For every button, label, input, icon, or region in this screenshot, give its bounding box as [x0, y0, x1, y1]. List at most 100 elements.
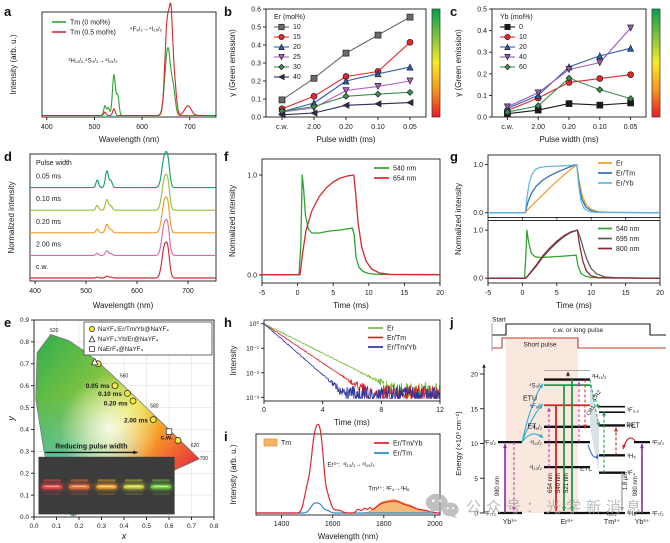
svg-text:Pulse width (ms): Pulse width (ms) — [316, 135, 375, 144]
svg-text:0.5: 0.5 — [477, 7, 487, 14]
svg-text:0.05 ms: 0.05 ms — [36, 174, 61, 181]
panel-i-label: i — [224, 429, 228, 444]
svg-text:521 nm: 521 nm — [564, 473, 570, 493]
svg-text:Er: Er — [616, 161, 624, 168]
svg-text:0.7: 0.7 — [187, 523, 196, 530]
svg-text:0.2: 0.2 — [477, 71, 487, 78]
svg-text:Er/Tm: Er/Tm — [616, 171, 635, 178]
svg-text:520: 520 — [50, 328, 59, 334]
svg-text:25: 25 — [293, 54, 301, 61]
panel-h-chart: 10⁰ 10⁻¹ 10⁻² 10⁻³0 4 8 12 Time (ms) Intensity Er… — [229, 319, 444, 427]
svg-text:4: 4 — [321, 407, 325, 414]
svg-text:600: 600 — [136, 124, 148, 131]
svg-text:0.05 ms: 0.05 ms — [86, 383, 110, 390]
svg-text:0.6: 0.6 — [251, 7, 261, 14]
panel-d-label: d — [4, 149, 12, 164]
svg-text:NaYF₄:Er/Tm/Yb@NaYF₄: NaYF₄:Er/Tm/Yb@NaYF₄ — [98, 326, 169, 333]
panel-e-chart: 520540560580620700Reducing pulse width0.… — [6, 317, 219, 541]
panel-a: a 400 500 600 700 Wavelength (nm) Intensity (… — [4, 2, 222, 145]
svg-text:Yb³⁺: Yb³⁺ — [635, 519, 650, 526]
svg-text:Tm³⁺: ³F₄→³H₆: Tm³⁺: ³F₄→³H₆ — [368, 486, 410, 493]
svg-text:0.1: 0.1 — [477, 93, 487, 100]
svg-text:654 nm: 654 nm — [393, 176, 417, 183]
panel-e-label: e — [4, 315, 12, 330]
svg-text:Wavelength (nm): Wavelength (nm) — [318, 532, 379, 541]
svg-text:Yb³⁺: Yb³⁺ — [503, 519, 518, 526]
svg-text:15: 15 — [401, 290, 409, 297]
svg-text:²H₁₁/₂: ²H₁₁/₂ — [592, 375, 607, 381]
panel-g-chart: 0.0 1.0 Er Er/Tm Er/Yb 0.0 1.0 -5 0 5 10 15 20 540 nm… — [454, 154, 664, 310]
svg-text:Er³⁺: ⁴I₁₃/₂→⁴I₁₅/₂: Er³⁺: ⁴I₁₃/₂→⁴I₁₅/₂ — [327, 461, 375, 468]
svg-text:5: 5 — [555, 290, 559, 297]
svg-text:10: 10 — [365, 290, 373, 297]
svg-text:0.3: 0.3 — [251, 61, 261, 68]
svg-text:654 nm: 654 nm — [548, 473, 554, 493]
svg-text:c.w.: c.w. — [161, 435, 173, 442]
svg-text:10: 10 — [519, 34, 527, 41]
svg-text:γ (Green emission): γ (Green emission) — [454, 29, 463, 97]
svg-text:c.w.: c.w. — [276, 124, 288, 131]
svg-text:Tm (0.5 mol%): Tm (0.5 mol%) — [70, 30, 116, 37]
svg-text:c.w. or long pulse: c.w. or long pulse — [553, 327, 604, 334]
svg-text:0.3: 0.3 — [97, 523, 106, 530]
svg-text:0.0: 0.0 — [247, 273, 257, 280]
svg-text:10: 10 — [293, 24, 301, 31]
panel-i-chart: 1400 1600 1800 2000 Wavelength (nm) Intensity… — [229, 423, 443, 541]
svg-text:⁴F₉/₂→⁴I₁₅/₂: ⁴F₉/₂→⁴I₁₅/₂ — [130, 26, 163, 33]
svg-text:5: 5 — [474, 476, 478, 483]
svg-text:⁴I₁₁/₂: ⁴I₁₁/₂ — [530, 440, 543, 447]
svg-text:Energy (×10³ cm⁻¹): Energy (×10³ cm⁻¹) — [454, 411, 463, 476]
svg-text:980 nm: 980 nm — [633, 476, 639, 496]
svg-text:0.2: 0.2 — [251, 79, 261, 86]
svg-text:20: 20 — [656, 290, 664, 297]
svg-text:0.4: 0.4 — [119, 523, 128, 530]
svg-text:0.5: 0.5 — [20, 405, 29, 412]
svg-text:³F₄: ³F₄ — [627, 471, 636, 477]
svg-text:0.05: 0.05 — [624, 124, 638, 131]
svg-text:²H₁₁/₂,⁴S₃/₂→⁴I₁₅/₂: ²H₁₁/₂,⁴S₃/₂→⁴I₁₅/₂ — [68, 57, 118, 64]
svg-text:40: 40 — [519, 54, 527, 61]
svg-text:2.00: 2.00 — [307, 124, 321, 131]
svg-text:5: 5 — [331, 290, 335, 297]
panel-h-label: h — [224, 315, 232, 330]
panel-a-label: a — [4, 4, 12, 19]
svg-text:540 nm: 540 nm — [556, 473, 562, 493]
svg-text:0.6: 0.6 — [164, 523, 173, 530]
svg-text:Intensity (arb. u.): Intensity (arb. u.) — [9, 34, 18, 94]
svg-text:1600: 1600 — [325, 521, 341, 528]
svg-text:Er/Tm: Er/Tm — [393, 451, 412, 458]
panel-h: h 10⁰ 10⁻¹ 10⁻² 10⁻³ 0 4 8 12 Time (ms) Intensity… — [224, 315, 448, 427]
svg-text:0.4: 0.4 — [20, 427, 29, 434]
svg-text:Normalized intensity: Normalized intensity — [454, 183, 463, 255]
svg-text:700: 700 — [200, 456, 209, 462]
svg-text:60: 60 — [519, 64, 527, 71]
panel-j: j c.w. or long pulse Short pulse Start 0 5 10… — [450, 315, 668, 541]
panel-a-chart: 400 500 600 700 Wavelength (nm) Intensity (ar… — [9, 2, 217, 144]
svg-text:Er/Tm/Yb: Er/Tm/Yb — [387, 345, 417, 352]
svg-text:Time (ms): Time (ms) — [556, 301, 592, 310]
svg-text:³F₂,₃: ³F₂,₃ — [627, 408, 640, 414]
svg-text:Yb (mol%): Yb (mol%) — [500, 14, 533, 21]
svg-text:15: 15 — [471, 406, 479, 413]
svg-text:⁴I₁₃/₂: ⁴I₁₃/₂ — [529, 465, 542, 472]
svg-text:Pulse width (ms): Pulse width (ms) — [539, 135, 598, 144]
svg-text:Pulse width: Pulse width — [36, 160, 72, 167]
svg-text:2.00 ms: 2.00 ms — [124, 418, 148, 425]
svg-text:Intensity: Intensity — [229, 346, 238, 376]
svg-text:980 nm: 980 nm — [495, 476, 501, 496]
svg-text:Intensity (arb. u.): Intensity (arb. u.) — [229, 444, 238, 504]
svg-text:0.3: 0.3 — [477, 50, 487, 57]
svg-text:0.0: 0.0 — [251, 115, 261, 122]
svg-text:1.0: 1.0 — [473, 228, 483, 235]
svg-text:0.5: 0.5 — [251, 25, 261, 32]
svg-text:c.w.: c.w. — [501, 124, 513, 131]
svg-text:³H₆: ³H₆ — [627, 512, 636, 518]
svg-text:40: 40 — [293, 74, 301, 81]
svg-text:10: 10 — [471, 441, 479, 448]
svg-text:CR2: CR2 — [592, 389, 603, 401]
svg-text:0.8: 0.8 — [209, 523, 218, 530]
svg-text:500: 500 — [89, 124, 101, 131]
svg-text:0.1: 0.1 — [251, 97, 261, 104]
svg-text:0.0: 0.0 — [20, 514, 29, 521]
